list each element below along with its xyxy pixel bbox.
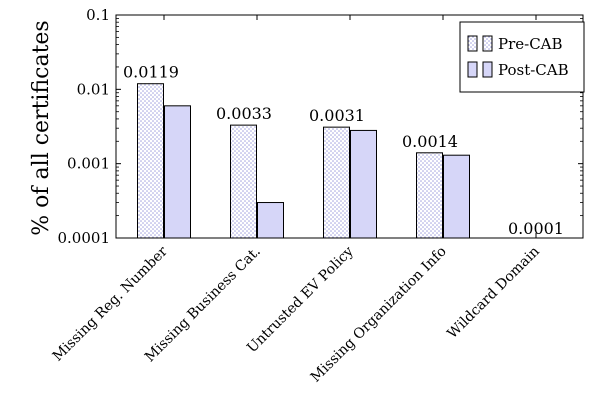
y-tick-label: 0.1 bbox=[86, 6, 110, 24]
data-label: 0.0014 bbox=[402, 132, 458, 151]
legend-label-post-cab: Post-CAB bbox=[498, 61, 569, 79]
x-tick-label: Untrusted EV Policy bbox=[244, 243, 357, 356]
legend: Pre-CAB Post-CAB bbox=[459, 21, 585, 93]
legend-box bbox=[459, 21, 585, 93]
data-label: 0.0119 bbox=[123, 63, 179, 82]
bar-pre-cab bbox=[323, 126, 350, 239]
y-axis-label: % of all certificates bbox=[29, 20, 54, 235]
bar-pre-cab bbox=[137, 83, 164, 239]
bar-post-cab bbox=[257, 202, 284, 239]
bar-post-cab bbox=[164, 105, 191, 239]
bar-pre-cab bbox=[416, 152, 443, 239]
data-label: 0.0031 bbox=[309, 106, 365, 125]
y-tick-label: 0.01 bbox=[77, 80, 110, 98]
legend-swatch-post-cab-a bbox=[467, 61, 478, 78]
legend-swatch-pre-cab-b bbox=[482, 35, 493, 52]
bar-post-cab bbox=[350, 129, 377, 239]
bar-pre-cab bbox=[230, 124, 257, 239]
bar-post-cab bbox=[443, 154, 470, 239]
x-tick-label: Wildcard Domain bbox=[444, 244, 542, 342]
legend-label-pre-cab: Pre-CAB bbox=[498, 35, 563, 53]
legend-swatch-pre-cab-a bbox=[467, 35, 478, 52]
y-tick-label: 0.0001 bbox=[58, 229, 111, 247]
y-tick-label: 0.001 bbox=[67, 155, 110, 173]
plot-area: 0.0119 0.0033 0.0031 0.0014 0.0001 0.0001 0.00… bbox=[58, 6, 584, 247]
data-label: 0.0033 bbox=[216, 104, 272, 123]
data-label: 0.0001 bbox=[508, 219, 564, 238]
legend-swatch-post-cab-b bbox=[482, 61, 493, 78]
